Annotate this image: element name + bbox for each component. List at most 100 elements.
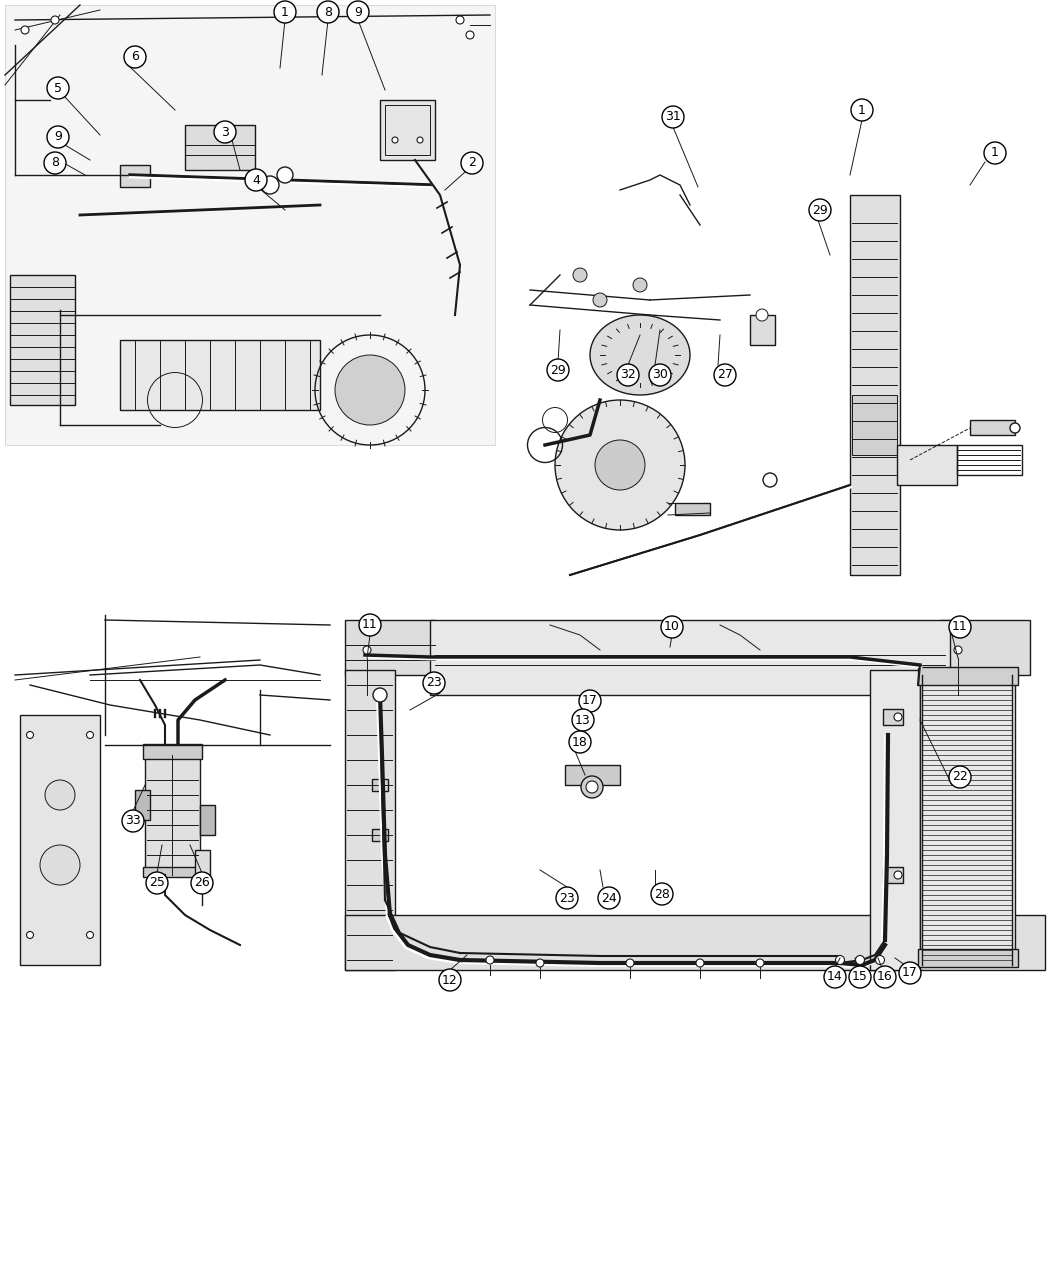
- Ellipse shape: [894, 713, 902, 720]
- Circle shape: [122, 810, 144, 833]
- Bar: [120, 340, 320, 411]
- Circle shape: [346, 1, 369, 23]
- Text: 11: 11: [952, 621, 968, 634]
- Bar: [195, 850, 210, 890]
- Text: 1: 1: [281, 5, 289, 19]
- Text: 5: 5: [54, 82, 62, 94]
- Circle shape: [47, 126, 69, 148]
- Ellipse shape: [633, 278, 647, 292]
- Text: 16: 16: [877, 970, 892, 983]
- Ellipse shape: [573, 268, 587, 282]
- Ellipse shape: [417, 136, 423, 143]
- Text: 8: 8: [51, 157, 59, 170]
- Text: 17: 17: [902, 966, 918, 979]
- Circle shape: [146, 872, 168, 894]
- Ellipse shape: [763, 473, 777, 487]
- Circle shape: [617, 363, 639, 386]
- Text: 1: 1: [991, 147, 999, 159]
- Circle shape: [949, 616, 971, 638]
- Text: 11: 11: [362, 618, 378, 631]
- Circle shape: [579, 690, 601, 711]
- Circle shape: [423, 672, 445, 694]
- Ellipse shape: [586, 782, 598, 793]
- Text: 26: 26: [194, 876, 210, 890]
- Circle shape: [662, 616, 682, 638]
- Text: 23: 23: [559, 891, 575, 904]
- Text: 23: 23: [426, 677, 442, 690]
- Text: 30: 30: [652, 368, 668, 381]
- Circle shape: [245, 170, 267, 191]
- Ellipse shape: [756, 309, 768, 321]
- Ellipse shape: [373, 688, 387, 703]
- Bar: [345, 620, 435, 674]
- Text: 28: 28: [654, 887, 670, 900]
- Circle shape: [572, 709, 594, 731]
- Text: 17: 17: [582, 695, 597, 708]
- Bar: [565, 765, 620, 785]
- Text: 9: 9: [354, 5, 362, 19]
- Ellipse shape: [277, 167, 293, 184]
- Text: 24: 24: [601, 891, 617, 904]
- Bar: [200, 805, 215, 835]
- Text: 29: 29: [550, 363, 566, 376]
- Text: 13: 13: [575, 714, 591, 727]
- Ellipse shape: [363, 618, 371, 626]
- Circle shape: [461, 152, 483, 173]
- Circle shape: [899, 963, 921, 984]
- Bar: [385, 105, 430, 156]
- Text: 6: 6: [131, 51, 139, 64]
- Ellipse shape: [486, 956, 494, 964]
- Text: 25: 25: [149, 876, 165, 890]
- Bar: [750, 315, 775, 346]
- Ellipse shape: [363, 646, 371, 654]
- Ellipse shape: [198, 876, 206, 884]
- Circle shape: [984, 142, 1006, 164]
- Text: 3: 3: [222, 125, 229, 139]
- Text: 22: 22: [952, 770, 968, 784]
- Text: 14: 14: [827, 970, 843, 983]
- Text: 32: 32: [621, 368, 636, 381]
- Ellipse shape: [21, 26, 29, 34]
- Ellipse shape: [40, 845, 80, 885]
- Bar: [20, 715, 100, 965]
- Ellipse shape: [836, 955, 844, 964]
- Ellipse shape: [590, 315, 690, 395]
- Text: 8: 8: [324, 5, 332, 19]
- Ellipse shape: [1010, 423, 1020, 434]
- Text: 2: 2: [468, 157, 476, 170]
- Circle shape: [824, 966, 846, 988]
- Ellipse shape: [26, 732, 34, 738]
- Text: 29: 29: [812, 204, 827, 217]
- Ellipse shape: [26, 932, 34, 938]
- Ellipse shape: [856, 955, 864, 964]
- Ellipse shape: [45, 780, 75, 810]
- Ellipse shape: [593, 293, 607, 307]
- Circle shape: [439, 969, 461, 991]
- Circle shape: [317, 1, 339, 23]
- Ellipse shape: [954, 646, 962, 654]
- Ellipse shape: [536, 959, 544, 966]
- Bar: [852, 395, 897, 455]
- Ellipse shape: [954, 618, 962, 626]
- Text: 33: 33: [125, 815, 141, 827]
- Bar: [940, 620, 1030, 674]
- Circle shape: [44, 152, 66, 173]
- Bar: [120, 164, 150, 187]
- Circle shape: [47, 76, 69, 99]
- Text: 18: 18: [572, 736, 588, 748]
- Ellipse shape: [392, 136, 398, 143]
- Circle shape: [850, 99, 873, 121]
- Bar: [918, 949, 1018, 966]
- Bar: [883, 709, 903, 725]
- Circle shape: [598, 887, 620, 909]
- Bar: [143, 867, 202, 877]
- Circle shape: [214, 121, 236, 143]
- Text: 9: 9: [54, 130, 62, 144]
- Bar: [5, 5, 495, 445]
- Bar: [5, 5, 495, 445]
- Circle shape: [547, 360, 569, 381]
- Circle shape: [569, 731, 591, 754]
- Ellipse shape: [894, 871, 902, 878]
- Circle shape: [651, 884, 673, 905]
- Ellipse shape: [696, 959, 704, 966]
